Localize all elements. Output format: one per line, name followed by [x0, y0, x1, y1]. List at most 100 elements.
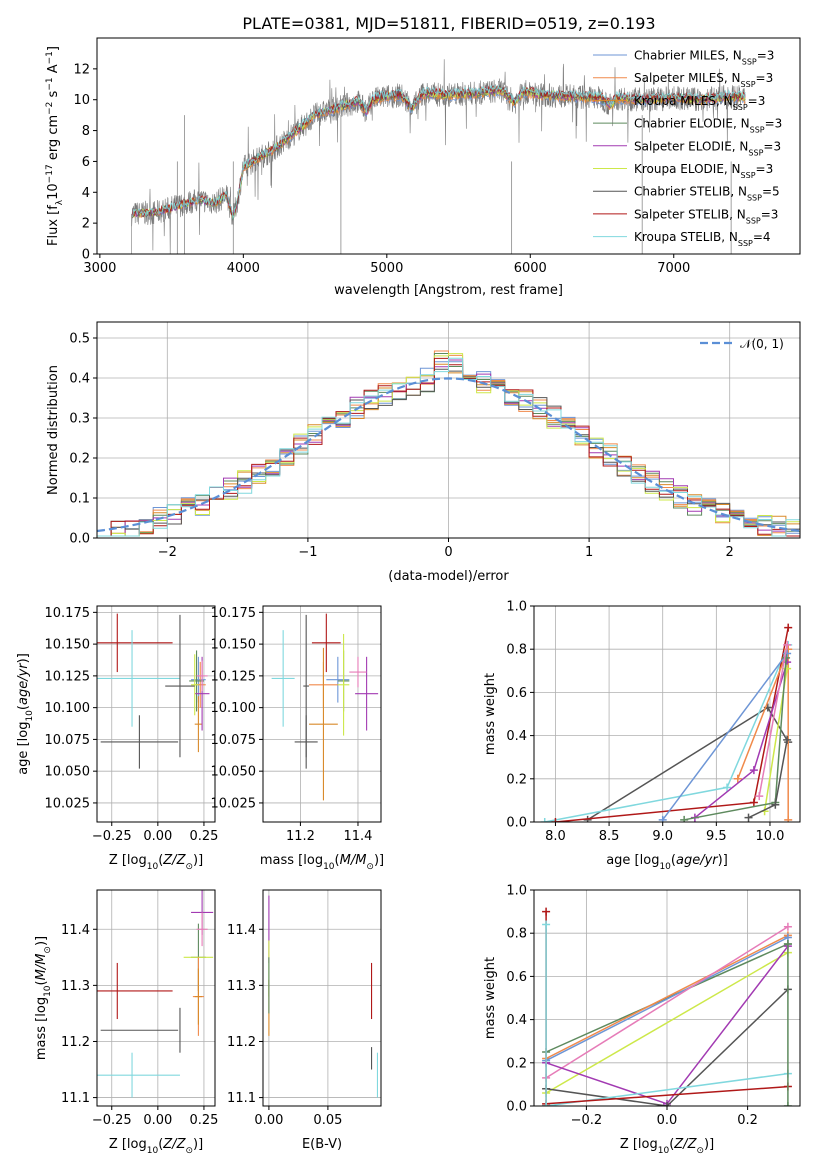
plot-layer: 3000 4000 5000 6000 7000024681012wavelength … [16, 37, 801, 1156]
y-tick-label: 11.2 [61, 1035, 90, 1050]
y-tick-label: 0.8 [506, 927, 527, 942]
y-tick-label: 0.4 [506, 729, 527, 744]
legend-entry: Chabrier MILES, NSSP=3 [634, 49, 774, 67]
plot-area [540, 623, 793, 822]
weight-marker [540, 818, 549, 822]
weight-line [545, 934, 789, 1060]
weight-marker [663, 1102, 671, 1106]
legend-entry: Chabrier ELODIE, NSSP=3 [634, 117, 782, 135]
legend-entry: Salpeter MILES, NSSP=3 [634, 71, 773, 89]
plot-area [542, 907, 792, 1106]
weight-marker [783, 940, 792, 948]
weight-line [662, 653, 788, 821]
y-axis-label: mass weight [483, 673, 498, 755]
x-tick-label: 2 [726, 545, 734, 560]
residual-histogram-step [97, 357, 800, 537]
y-tick-label: 0.2 [506, 1056, 527, 1071]
panel-4: 11.2 11.4 10.025 10.050 10.075 10.100 10.125 10… [211, 605, 384, 872]
y-tick-label: 11.4 [61, 923, 90, 938]
y-tick-label: 10.150 [45, 638, 91, 653]
x-axis-label: (data-model)/error [388, 569, 509, 584]
x-axis-label: E(B-V) [302, 1137, 342, 1152]
x-tick-label: 0.2 [737, 1113, 758, 1128]
y-tick-label: 0.8 [506, 643, 527, 658]
legend: Chabrier MILES, NSSP=3 Salpeter MILES, NS… [593, 49, 782, 248]
x-tick-label: −1 [298, 545, 317, 560]
x-tick-label: 7000 [657, 261, 690, 276]
weight-marker [783, 922, 792, 931]
weight-marker [749, 766, 758, 775]
y-axis-label: Normed distribution [46, 365, 61, 495]
x-tick-label: 0.25 [189, 1113, 218, 1128]
plot-area [271, 613, 379, 801]
weight-marker [749, 798, 758, 807]
x-tick-label: 0 [444, 545, 452, 560]
y-tick-label: 10.050 [211, 765, 257, 780]
x-axis-label: age [log10(age/yr)] [606, 853, 728, 872]
legend: 𝒩(0, 1) [700, 337, 784, 351]
weight-line [545, 926, 789, 1079]
weight-marker [680, 815, 689, 822]
weight-marker [723, 783, 732, 792]
y-tick-label: 2 [82, 217, 90, 232]
x-tick-label: 10.0 [755, 829, 784, 844]
weight-marker [784, 623, 793, 632]
y-tick-label: 0 [82, 248, 90, 263]
y-tick-label: 12 [73, 62, 90, 77]
x-axis-label: Z [log10(Z/Z⊙)] [109, 853, 203, 872]
plot-area [97, 890, 214, 1098]
y-axis-label: mass [log10(M/M⊙)] [34, 936, 53, 1060]
weight-marker [783, 735, 792, 744]
x-tick-label: 11.2 [286, 829, 315, 844]
y-tick-label: 0.0 [506, 1100, 527, 1115]
x-tick-label: 6000 [514, 261, 547, 276]
weight-line [546, 1085, 788, 1105]
weight-marker [783, 1102, 792, 1106]
y-tick-label: 10.075 [211, 733, 257, 748]
legend-entry: Chabrier STELIB, NSSP=5 [634, 185, 780, 203]
weight-marker [744, 813, 753, 822]
y-tick-label: 11.1 [227, 1091, 256, 1106]
weight-marker [542, 920, 551, 929]
y-tick-label: 11.3 [227, 979, 256, 994]
legend-entry: Kroupa STELIB, NSSP=4 [634, 230, 771, 248]
weight-line [545, 943, 789, 1053]
y-tick-label: 0.6 [506, 686, 527, 701]
y-tick-label: 10.150 [211, 638, 257, 653]
x-tick-label: 0.00 [143, 829, 172, 844]
legend-entry: Kroupa ELODIE, NSSP=3 [634, 162, 773, 180]
panel-8: −0.2 0.0 0.2 0.0 0.2 0.4 0.6 0.8 1.0 Z [log10(Z/Z… [483, 884, 801, 1156]
plot-area [268, 895, 379, 1098]
y-tick-label: 0.2 [506, 772, 527, 787]
y-tick-label: 0.0 [506, 816, 527, 831]
panel-1: 3000 4000 5000 6000 7000 0 2 4 6 8 10 12 wavelength … [45, 37, 801, 298]
weight-marker [658, 815, 667, 822]
y-tick-label: 10.100 [45, 701, 91, 716]
y-axis-label: Flux [fλ10−17 erg cm−2 s−1 A−1] [45, 46, 65, 246]
y-tick-label: 11.2 [227, 1035, 256, 1050]
x-axis-label: Z [log10(Z/Z⊙)] [620, 1137, 714, 1156]
axes-frame [96, 605, 216, 823]
weight-marker [733, 774, 742, 783]
weight-marker [542, 907, 551, 916]
plot-area [97, 613, 210, 769]
x-tick-label: 0.00 [254, 1113, 283, 1128]
y-tick-label: 6 [82, 155, 90, 170]
y-tick-label: 10.125 [211, 669, 257, 684]
y-tick-label: 4 [82, 186, 90, 201]
x-tick-label: 0.25 [189, 829, 218, 844]
x-tick-label: 8.0 [545, 829, 566, 844]
legend-entry: Salpeter STELIB, NSSP=3 [634, 207, 778, 225]
panel-7: 0.00 0.05 11.1 11.2 11.3 11.4 E(B-V) [227, 889, 382, 1152]
figure-title: PLATE=0381, MJD=51811, FIBERID=0519, z=0… [242, 14, 655, 33]
y-tick-label: 0.6 [506, 970, 527, 985]
panel-6: −0.25 0.00 0.25 11.1 11.2 11.3 11.4 Z [log10(Z/… [34, 889, 218, 1156]
weight-line [545, 936, 789, 1062]
y-tick-label: 0.4 [506, 1013, 527, 1028]
weight-line [758, 644, 788, 797]
x-tick-label: 9.0 [652, 829, 673, 844]
y-tick-label: 10.025 [211, 796, 257, 811]
axes-frame [96, 889, 216, 1107]
